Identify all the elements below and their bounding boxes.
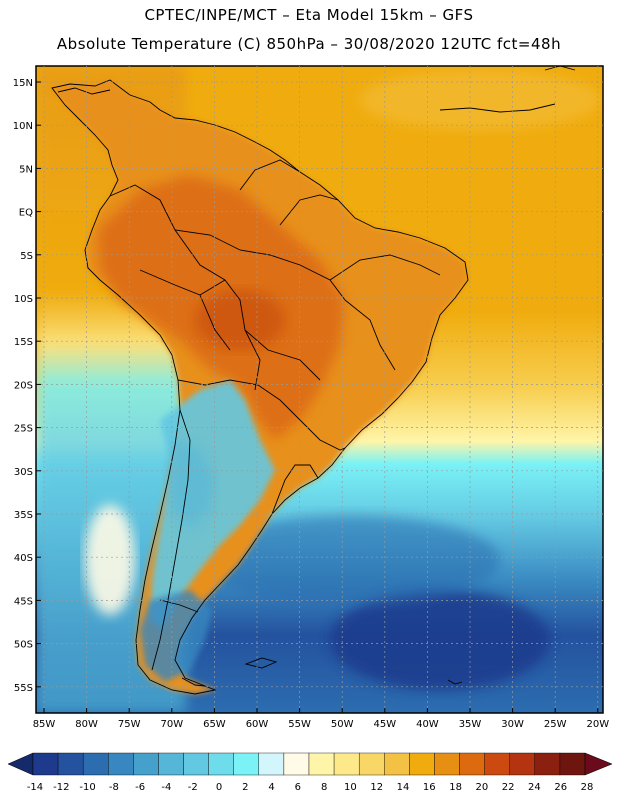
latitude-label: 40S xyxy=(14,553,33,564)
legend-tick-label: 20 xyxy=(475,782,488,793)
legend-tick-label: 18 xyxy=(449,782,462,793)
latitude-label: 5N xyxy=(19,164,33,175)
legend-color-box xyxy=(32,752,59,776)
latitude-label: 10S xyxy=(14,294,33,305)
legend-tick-label: 6 xyxy=(295,782,301,793)
legend-tick-label: 24 xyxy=(528,782,541,793)
legend-tick-label: -14 xyxy=(27,782,43,793)
legend-color-boxes xyxy=(7,752,613,776)
legend-tick-label: -6 xyxy=(135,782,145,793)
legend-color-box xyxy=(158,752,184,776)
legend-color-box xyxy=(108,752,134,776)
longitude-label: 50W xyxy=(331,719,354,730)
latitude-label: 15S xyxy=(14,337,33,348)
longitude-label: 85W xyxy=(33,719,56,730)
legend-color-box xyxy=(534,752,561,776)
latitude-label: 30S xyxy=(14,467,33,478)
legend-color-box xyxy=(82,752,109,776)
legend-color-box xyxy=(333,752,360,776)
temperature-field xyxy=(36,66,603,713)
latitude-label: 10N xyxy=(13,121,33,132)
legend-tick-label: 8 xyxy=(321,782,327,793)
legend-tick-label: 4 xyxy=(268,782,274,793)
map-title-line-1: CPTEC/INPE/MCT – Eta Model 15km – GFS xyxy=(144,6,474,24)
legend-color-box xyxy=(308,752,335,776)
longitude-label: 60W xyxy=(246,719,269,730)
legend-tick-label: -2 xyxy=(188,782,198,793)
legend-tick-label: 28 xyxy=(581,782,594,793)
legend-overflow-arrow xyxy=(584,752,613,776)
legend-tick-label: 2 xyxy=(242,782,248,793)
longitude-label: 30W xyxy=(501,719,524,730)
cold-region-patagonia xyxy=(140,590,212,682)
longitude-labels: 85W 80W 75W 70W 65W 60W 55W 50W 45W 40W 35W 30W 25W 2… xyxy=(33,708,609,730)
legend-tick-label: -8 xyxy=(109,782,119,793)
warm-patch-pacific xyxy=(85,505,135,615)
legend-tick-label: 22 xyxy=(502,782,515,793)
longitude-label: 40W xyxy=(416,719,439,730)
latitude-label: 35S xyxy=(14,510,33,521)
legend-color-box xyxy=(409,752,435,776)
legend-color-box xyxy=(484,752,510,776)
map-frame xyxy=(35,65,604,714)
legend-color-box xyxy=(258,752,285,776)
temperature-map: 15N 10N 5N EQ 5S 10S 15S 20S 25S 30S 35S 40S 45S 50S 5… xyxy=(13,65,609,730)
latitude-label: 50S xyxy=(14,640,33,651)
longitude-label: 75W xyxy=(118,719,141,730)
legend-tick-label: 10 xyxy=(344,782,357,793)
longitude-label: 80W xyxy=(75,719,98,730)
legend-tick-labels: -14 -12 -10 -8 -6 -4 -2 0 2 4 6 8 10 12 14 16 18 20 22 24 26… xyxy=(27,782,594,793)
latitude-label: 45S xyxy=(14,596,33,607)
latitude-label: EQ xyxy=(19,208,33,219)
legend-color-box xyxy=(283,752,310,776)
longitude-label: 70W xyxy=(160,719,183,730)
map-title-line-2: Absolute Temperature (C) 850hPa – 30/08/… xyxy=(56,35,562,53)
legend-tick-label: 16 xyxy=(423,782,436,793)
legend-underflow-arrow xyxy=(7,752,34,776)
latitude-label: 25S xyxy=(14,424,33,435)
legend-color-box xyxy=(208,752,234,776)
longitude-label: 55W xyxy=(288,719,311,730)
legend-color-box xyxy=(559,752,586,776)
latitude-label: 15N xyxy=(13,78,33,89)
longitude-label: 35W xyxy=(459,719,482,730)
legend-tick-label: 26 xyxy=(554,782,567,793)
latitude-label: 55S xyxy=(14,683,33,694)
legend-tick-label: 14 xyxy=(397,782,410,793)
longitude-label: 45W xyxy=(373,719,396,730)
cold-core-south-atlantic xyxy=(330,590,550,690)
legend-color-box xyxy=(358,752,385,776)
coastlines-and-borders xyxy=(51,66,576,695)
legend-color-box xyxy=(57,752,84,776)
hot-core-mato-grosso xyxy=(195,290,285,350)
legend-tick-label: 12 xyxy=(370,782,383,793)
legend-color-box xyxy=(183,752,209,776)
longitude-label: 65W xyxy=(203,719,226,730)
cold-band-atlantic xyxy=(200,515,500,605)
legend-color-box xyxy=(459,752,485,776)
legend-tick-label: 0 xyxy=(216,782,222,793)
latitude-labels: 15N 10N 5N EQ 5S 10S 15S 20S 25S 30S 35S 40S 45S 50S 5… xyxy=(13,78,41,694)
legend-color-box xyxy=(509,752,536,776)
legend-color-box xyxy=(384,752,410,776)
color-scale-legend: -14 -12 -10 -8 -6 -4 -2 0 2 4 6 8 10 12 14 16 18 20 22 24 26… xyxy=(7,752,613,793)
legend-tick-label: -4 xyxy=(161,782,171,793)
legend-color-box xyxy=(233,752,260,776)
legend-color-box xyxy=(133,752,159,776)
legend-tick-label: -12 xyxy=(53,782,69,793)
latitude-label: 20S xyxy=(14,380,33,391)
longitude-label: 20W xyxy=(586,719,609,730)
legend-color-box xyxy=(434,752,460,776)
latitude-label: 5S xyxy=(20,251,33,262)
longitude-label: 25W xyxy=(544,719,567,730)
caribbean-field xyxy=(360,70,600,130)
legend-tick-label: -10 xyxy=(79,782,95,793)
cold-tongue-andes xyxy=(168,440,215,530)
